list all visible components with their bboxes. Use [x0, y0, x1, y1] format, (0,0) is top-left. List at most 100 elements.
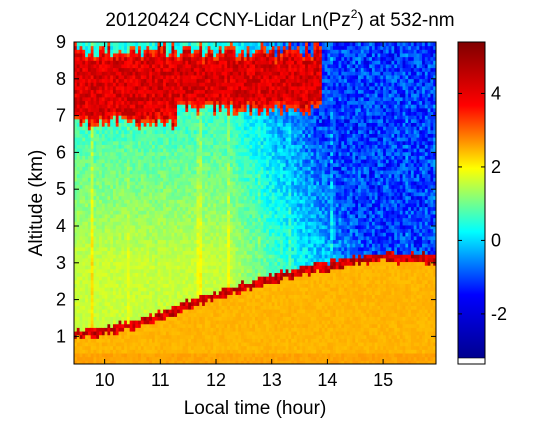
heatmap-cell	[82, 320, 85, 324]
heatmap-cell	[197, 327, 200, 331]
heatmap-cell	[88, 284, 91, 288]
heatmap-cell	[171, 313, 174, 317]
heatmap-cell	[105, 177, 108, 181]
heatmap-cell	[149, 60, 152, 64]
heatmap-cell	[93, 71, 96, 75]
heatmap-cell	[213, 64, 216, 68]
heatmap-cell	[77, 346, 80, 350]
heatmap-cell	[99, 152, 102, 156]
heatmap-cell	[222, 273, 225, 277]
heatmap-cell	[177, 177, 180, 181]
heatmap-cell	[82, 75, 85, 79]
heatmap-cell	[185, 324, 188, 328]
heatmap-cell	[185, 214, 188, 218]
heatmap-cell	[160, 265, 163, 269]
heatmap-cell	[77, 305, 80, 309]
heatmap-cell	[93, 316, 96, 320]
heatmap-cell	[213, 133, 216, 137]
heatmap-cell	[160, 218, 163, 222]
heatmap-cell	[222, 71, 225, 75]
heatmap-cell	[177, 53, 180, 57]
heatmap-cell	[208, 265, 211, 269]
heatmap-cell	[177, 115, 180, 119]
heatmap-cell	[213, 262, 216, 266]
heatmap-cell	[177, 152, 180, 156]
heatmap-cell	[93, 64, 96, 68]
heatmap-cell	[113, 141, 116, 145]
heatmap-cell	[119, 349, 122, 353]
heatmap-cell	[227, 342, 230, 346]
heatmap-cell	[149, 123, 152, 127]
heatmap-cell	[171, 53, 174, 57]
heatmap-cell	[82, 144, 85, 148]
heatmap-cell	[171, 298, 174, 302]
heatmap-cell	[119, 68, 122, 72]
heatmap-cell	[149, 130, 152, 134]
heatmap-cell	[213, 232, 216, 236]
heatmap-cell	[222, 338, 225, 342]
heatmap-cell	[227, 119, 230, 123]
heatmap-cell	[191, 229, 194, 233]
heatmap-cell	[99, 287, 102, 291]
heatmap-cell	[197, 64, 200, 68]
heatmap-cell	[119, 210, 122, 214]
heatmap-cell	[185, 302, 188, 306]
heatmap-cell	[149, 276, 152, 280]
heatmap-cell	[82, 79, 85, 83]
heatmap-cell	[88, 115, 91, 119]
heatmap-cell	[202, 119, 205, 123]
heatmap-cell	[149, 353, 152, 357]
heatmap-cell	[93, 254, 96, 258]
heatmap-cell	[113, 287, 116, 291]
heatmap-cell	[141, 214, 144, 218]
heatmap-cell	[113, 185, 116, 189]
heatmap-cell	[208, 112, 211, 116]
heatmap-cell	[124, 199, 127, 203]
heatmap-cell	[93, 349, 96, 353]
heatmap-cell	[185, 115, 188, 119]
heatmap-cell	[166, 342, 169, 346]
heatmap-cell	[135, 82, 138, 86]
heatmap-cell	[208, 218, 211, 222]
heatmap-cell	[171, 243, 174, 247]
heatmap-cell	[171, 192, 174, 196]
heatmap-cell	[191, 294, 194, 298]
heatmap-cell	[99, 93, 102, 97]
heatmap-cell	[149, 159, 152, 163]
heatmap-cell	[77, 126, 80, 130]
heatmap-cell	[227, 49, 230, 53]
heatmap-cell	[105, 243, 108, 247]
heatmap-cell	[213, 185, 216, 189]
heatmap-cell	[105, 141, 108, 145]
heatmap-cell	[227, 133, 230, 137]
heatmap-cell	[149, 185, 152, 189]
heatmap-cell	[135, 185, 138, 189]
heatmap-cell	[113, 342, 116, 346]
heatmap-cell	[88, 57, 91, 61]
heatmap-cell	[177, 335, 180, 339]
heatmap-cell	[113, 112, 116, 116]
heatmap-cell	[177, 221, 180, 225]
heatmap-cell	[99, 126, 102, 130]
heatmap-cell	[93, 338, 96, 342]
heatmap-cell	[197, 207, 200, 211]
heatmap-cell	[82, 174, 85, 178]
heatmap-cell	[185, 90, 188, 94]
heatmap-cell	[208, 284, 211, 288]
heatmap-cell	[197, 291, 200, 295]
heatmap-cell	[77, 86, 80, 90]
heatmap-cell	[113, 188, 116, 192]
heatmap-cell	[105, 316, 108, 320]
heatmap-cell	[124, 342, 127, 346]
heatmap-cell	[208, 232, 211, 236]
heatmap-cell	[202, 294, 205, 298]
heatmap-cell	[93, 232, 96, 236]
heatmap-cell	[149, 236, 152, 240]
heatmap-cell	[208, 251, 211, 255]
heatmap-cell	[149, 273, 152, 277]
heatmap-cell	[155, 104, 158, 108]
heatmap-cell	[113, 101, 116, 105]
heatmap-cell	[227, 203, 230, 207]
heatmap-cell	[202, 243, 205, 247]
heatmap-cell	[222, 251, 225, 255]
